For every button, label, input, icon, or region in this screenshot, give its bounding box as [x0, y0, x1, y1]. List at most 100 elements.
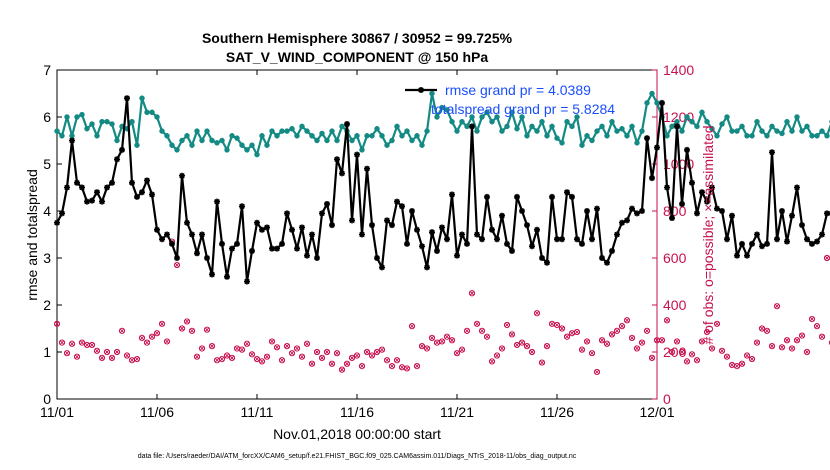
rmse-point: [264, 224, 270, 231]
totalspread-point: [619, 126, 625, 132]
rmse-point: [674, 123, 680, 130]
totalspread-point: [809, 133, 815, 139]
obs-possible-marker: [68, 340, 76, 347]
obs-point: [808, 316, 816, 323]
rmse-point: [389, 222, 395, 229]
obs-possible-marker: [273, 344, 281, 351]
obs-point: [238, 346, 246, 353]
obs-possible-marker: [368, 352, 376, 359]
obs-possible-marker: [708, 345, 716, 352]
x-tick-label: 11/06: [140, 404, 174, 420]
rmse-point: [714, 205, 720, 212]
obs-possible-marker: [103, 348, 111, 356]
obs-point: [508, 331, 516, 338]
obs-point: [478, 327, 486, 334]
obs-possible-marker: [718, 347, 726, 354]
obs-possible-marker: [238, 346, 246, 353]
rmse-point: [169, 240, 175, 247]
rmse-point: [114, 156, 120, 163]
obs-point: [153, 330, 161, 337]
totalspread-point: [424, 128, 430, 134]
y-tick-label-right: 0: [663, 391, 671, 407]
obs-assimilated-marker: [114, 349, 120, 355]
obs-assimilated-marker: [709, 346, 715, 351]
obs-assimilated-marker: [544, 343, 550, 349]
totalspread-point: [539, 118, 545, 125]
rmse-point: [464, 240, 470, 247]
rmse-point: [399, 203, 405, 210]
rmse-point: [219, 240, 225, 247]
obs-assimilated-marker: [554, 322, 560, 328]
obs-point: [588, 350, 596, 357]
obs-possible-marker: [593, 368, 601, 376]
obs-possible-marker: [768, 343, 776, 350]
obs-assimilated-marker: [359, 363, 365, 369]
obs-point: [663, 317, 671, 324]
obs-assimilated-marker: [679, 349, 685, 355]
obs-point: [728, 361, 736, 369]
rmse-point: [274, 245, 280, 252]
obs-assimilated-marker: [724, 354, 730, 360]
obs-point: [468, 290, 476, 297]
y-tick-label-left: 2: [43, 297, 51, 313]
rmse-point: [684, 146, 690, 153]
obs-possible-marker: [668, 348, 676, 356]
rmse-point: [679, 200, 685, 207]
obs-point: [628, 334, 636, 341]
obs-assimilated-marker: [139, 335, 145, 341]
totalspread-point: [134, 142, 140, 148]
obs-point: [378, 346, 386, 353]
obs-point: [353, 352, 361, 359]
obs-point: [298, 353, 306, 360]
totalspread-point: [564, 118, 570, 125]
rmse-point: [534, 226, 540, 233]
obs-point: [418, 343, 426, 350]
obs-assimilated-marker: [459, 347, 465, 352]
rmse-point: [614, 231, 620, 238]
rmse-point: [544, 259, 550, 266]
obs-possible-marker: [558, 325, 566, 332]
rmse-point: [474, 231, 480, 238]
obs-possible-marker: [798, 332, 806, 339]
obs-possible-marker: [528, 348, 536, 356]
obs-possible-marker: [333, 350, 341, 357]
obs-possible-marker: [483, 333, 491, 340]
obs-possible-marker: [498, 345, 506, 352]
obs-possible-marker: [703, 328, 711, 336]
obs-possible-marker: [738, 360, 746, 367]
rmse-point: [364, 165, 370, 172]
obs-assimilated-marker: [814, 323, 820, 329]
rmse-point: [404, 240, 410, 247]
totalspread-point: [599, 123, 605, 130]
totalspread-point: [74, 114, 80, 120]
obs-point: [593, 368, 601, 376]
obs-possible-marker: [403, 365, 411, 372]
obs-possible-marker: [828, 340, 830, 345]
obs-assimilated-marker: [294, 346, 300, 351]
obs-assimilated-marker: [384, 357, 390, 363]
obs-point: [678, 348, 686, 356]
obs-point: [183, 318, 191, 325]
totalspread-point: [724, 114, 730, 120]
totalspread-point: [734, 128, 740, 134]
obs-assimilated-marker: [504, 322, 510, 328]
totalspread-point: [754, 118, 760, 125]
obs-point: [138, 334, 146, 341]
obs-assimilated-marker: [799, 333, 805, 338]
obs-assimilated-marker: [269, 339, 275, 344]
obs-possible-marker: [493, 352, 501, 359]
rmse-point: [659, 99, 665, 106]
obs-point: [313, 348, 321, 356]
legend-rmse-marker: [418, 87, 424, 93]
obs-assimilated-marker: [689, 352, 695, 357]
chart-title-line1: Southern Hemisphere 30867 / 30952 = 99.7…: [202, 30, 513, 46]
obs-assimilated-marker: [509, 332, 515, 337]
totalspread-point: [94, 133, 100, 139]
obs-possible-marker: [778, 344, 786, 351]
totalspread-point: [104, 118, 110, 125]
obs-assimilated-marker: [549, 321, 555, 327]
totalspread-point: [384, 142, 390, 148]
obs-assimilated-marker: [399, 364, 405, 370]
obs-assimilated-marker: [684, 359, 690, 364]
totalspread-point: [484, 109, 490, 116]
